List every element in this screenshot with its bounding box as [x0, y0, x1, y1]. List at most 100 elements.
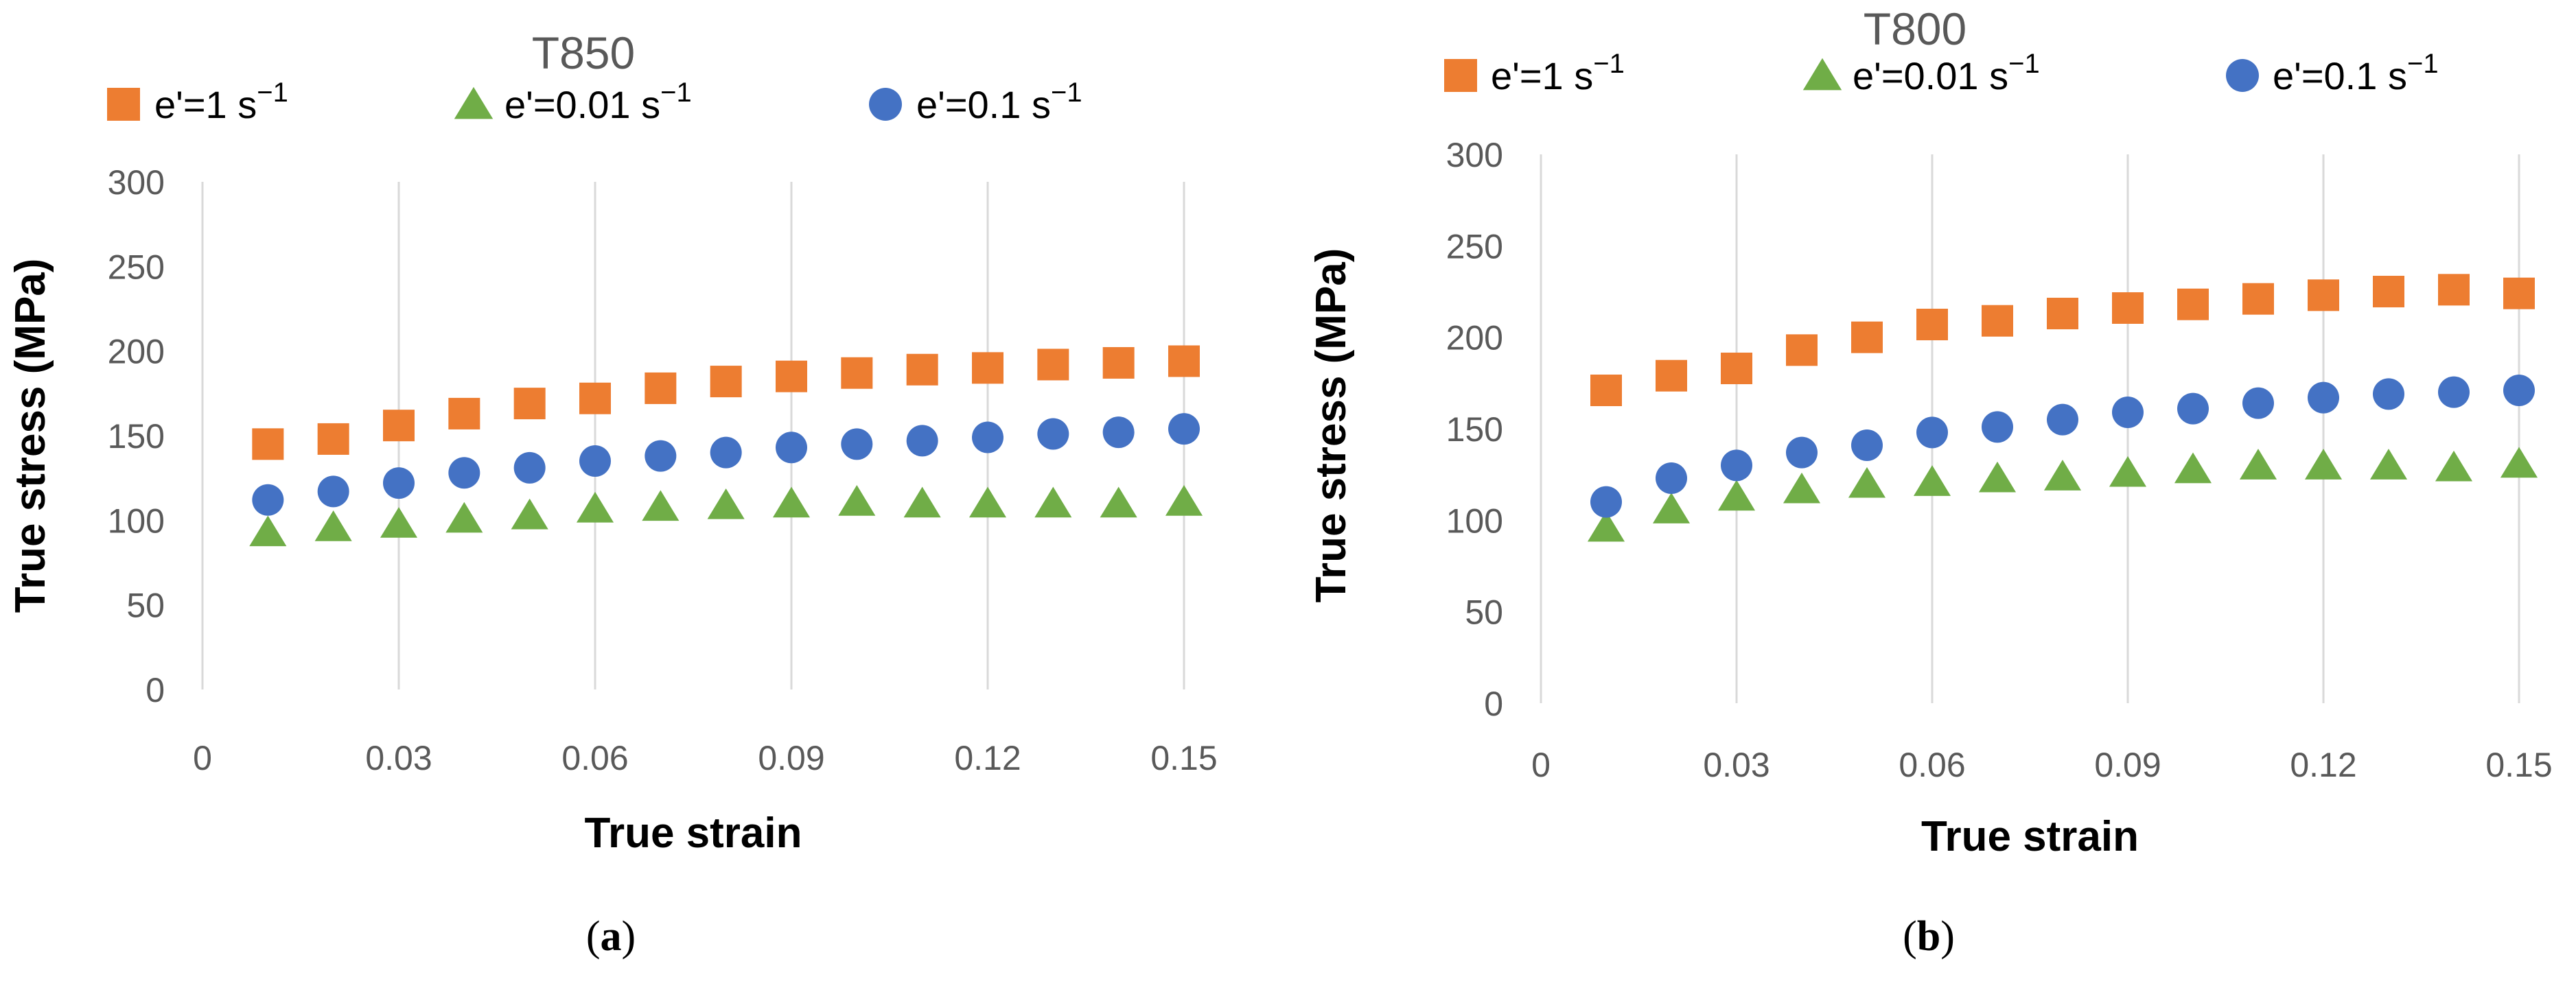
series-circle	[252, 413, 1200, 516]
data-point-circle	[1721, 449, 1752, 482]
data-point-circle	[2047, 403, 2078, 436]
data-point-triangle	[2174, 452, 2212, 484]
legend-marker-triangle	[1802, 58, 1842, 91]
series-square	[1590, 274, 2535, 406]
legend-label: e'=1 s−1	[154, 78, 288, 126]
data-point-square	[1916, 309, 1948, 340]
data-point-triangle	[1848, 467, 1886, 498]
data-point-square	[383, 410, 415, 442]
legend-marker-square	[107, 88, 140, 121]
data-point-square	[645, 372, 677, 404]
data-point-circle	[776, 432, 807, 464]
data-point-square	[2438, 274, 2470, 306]
data-point-circle	[317, 475, 349, 508]
data-point-square	[2112, 292, 2144, 324]
series-square	[252, 345, 1200, 460]
data-point-circle	[2503, 375, 2535, 406]
data-point-square	[252, 428, 284, 460]
series-triangle	[249, 485, 1203, 547]
data-point-triangle	[2435, 450, 2473, 482]
data-point-circle	[1168, 413, 1200, 445]
data-point-circle	[383, 467, 415, 499]
legend-marker-circle	[2226, 59, 2259, 92]
chart-a: 0 0.03 0.06 0.09 0.12 0.15 0 50 100 150 200 250 300 T…	[7, 27, 1218, 857]
data-point-square	[1037, 349, 1069, 381]
x-tick-label: 0.09	[758, 739, 824, 777]
x-axis-label: True strain	[585, 810, 802, 857]
data-point-square	[1786, 334, 1818, 366]
data-point-square	[513, 388, 546, 420]
y-tick-label: 250	[108, 248, 165, 286]
data-point-triangle	[380, 507, 418, 538]
chart-b: 0 0.03 0.06 0.09 0.12 0.15 0 50 100 150 200 250 300 T…	[1308, 3, 2553, 860]
data-point-circle	[252, 484, 284, 516]
legend-label: e'=0.1 s−1	[916, 78, 1082, 126]
data-point-triangle	[576, 491, 614, 523]
data-point-triangle	[1978, 461, 2017, 493]
data-point-triangle	[2369, 449, 2408, 480]
data-point-square	[1851, 321, 1883, 353]
series-triangle	[1587, 447, 2538, 542]
x-tick-label: 0.15	[1150, 739, 1217, 777]
data-point-triangle	[2500, 447, 2538, 478]
data-point-square	[2308, 279, 2339, 311]
data-point-square	[1102, 346, 1135, 379]
y-tick-label: 50	[1465, 593, 1503, 632]
data-point-circle	[906, 425, 938, 457]
data-point-triangle	[1587, 510, 1625, 542]
data-point-triangle	[1100, 486, 1137, 518]
data-point-circle	[645, 440, 677, 472]
data-point-square	[1721, 353, 1752, 384]
data-point-square	[317, 423, 349, 455]
data-point-square	[776, 360, 807, 392]
data-point-circle	[1982, 411, 2013, 443]
legend-marker-circle	[869, 88, 902, 121]
x-tick-label: 0.12	[2290, 746, 2356, 784]
x-tick-label: 0.03	[365, 739, 432, 777]
y-tick-label: 200	[1446, 319, 1503, 357]
data-point-square	[1982, 305, 2013, 337]
data-point-triangle	[2043, 460, 2082, 491]
data-point-square	[2373, 276, 2404, 307]
y-tick-label: 150	[1446, 410, 1503, 449]
data-point-circle	[2112, 397, 2144, 428]
y-tick-label: 200	[108, 333, 165, 371]
series-circle	[1590, 375, 2535, 518]
data-point-circle	[2438, 376, 2470, 408]
data-point-circle	[1851, 429, 1883, 461]
data-point-circle	[448, 457, 480, 489]
panel-caption-b-letter: b	[1916, 913, 1941, 960]
x-tick-label: 0.12	[954, 739, 1021, 777]
chart-title: T800	[1864, 3, 1966, 54]
data-point-triangle	[1717, 480, 1756, 511]
data-point-triangle	[642, 490, 680, 521]
data-point-circle	[579, 445, 611, 477]
data-point-triangle	[707, 488, 745, 519]
legend-label: e'=0.1 s−1	[2273, 49, 2439, 97]
panel-caption-a-letter: a	[600, 913, 622, 960]
data-point-square	[1656, 359, 1687, 392]
data-point-square	[2177, 288, 2209, 320]
x-tick-label: 0.06	[561, 739, 628, 777]
data-point-circle	[1037, 418, 1069, 450]
y-tick-label: 50	[126, 587, 165, 625]
legend-label: e'=0.01 s−1	[1853, 49, 2040, 97]
data-point-circle	[2177, 392, 2209, 425]
x-tick-label: 0.03	[1703, 746, 1769, 784]
x-tick-label: 0.06	[1899, 746, 1965, 784]
y-tick-label: 150	[108, 417, 165, 456]
data-point-square	[906, 353, 938, 386]
data-point-triangle	[1783, 472, 1821, 504]
data-point-triangle	[838, 485, 876, 516]
data-point-triangle	[511, 498, 548, 530]
data-point-square	[579, 382, 611, 414]
data-point-circle	[2308, 381, 2339, 414]
data-point-circle	[2373, 378, 2404, 410]
data-point-circle	[1786, 436, 1818, 469]
legend-label: e'=1 s−1	[1491, 49, 1625, 97]
panel-caption-b: (b)	[1903, 913, 1955, 960]
data-point-triangle	[2109, 456, 2147, 487]
x-tick-label: 0	[1531, 746, 1551, 784]
x-tick-label: 0	[193, 739, 212, 777]
data-point-square	[710, 366, 742, 398]
